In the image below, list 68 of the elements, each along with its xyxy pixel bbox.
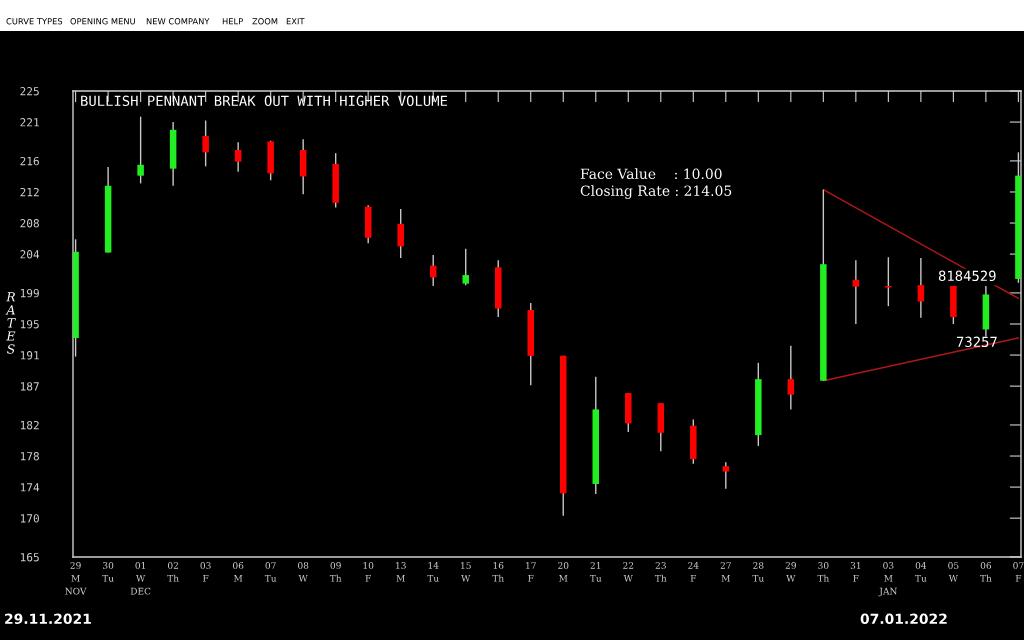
x-tick-label: 28 Tu: [752, 562, 764, 582]
x-tick-label: 02 Th: [167, 562, 179, 582]
x-tick-label: 06 M: [233, 562, 244, 582]
text: HELP: [222, 18, 243, 25]
x-tick-label: 08 W: [298, 562, 309, 582]
text: EXIT: [286, 18, 305, 25]
x-tick-label: 10 F: [363, 562, 374, 582]
candlestick: [234, 141, 242, 173]
x-tick-label: 15 W: [461, 562, 471, 582]
y-tick-label: 182: [20, 420, 39, 430]
text: CURVE TYPES: [6, 18, 63, 25]
x-tick-label: 14 Tu: [427, 562, 439, 582]
candlestick: [202, 119, 209, 168]
y-tick-label: 165: [20, 553, 39, 562]
y-tick-label: 178: [20, 452, 39, 461]
x-tick-label: 29 M NOV: [65, 562, 87, 595]
x-tick-label: 20 M: [558, 562, 569, 582]
candlestick: [397, 208, 404, 259]
x-tick-label: 21 Tu: [589, 562, 602, 582]
text: ZOOM: [252, 18, 278, 25]
x-tick-label: 09 Th: [329, 562, 342, 582]
x-tick-label: 30 Th: [817, 562, 829, 582]
y-tick-label: 174: [20, 483, 40, 492]
y-tick-label: 208: [20, 219, 39, 228]
x-tick-label: 31 F: [850, 562, 861, 582]
x-tick-label: 22 W: [623, 562, 634, 582]
y-tick-label: 199: [20, 288, 39, 298]
x-tick-label: 07 Tu: [264, 562, 277, 582]
x-tick-label: 27 M: [720, 562, 731, 582]
x-tick-label: 16 Th: [492, 562, 504, 582]
text: NEW COMPANY: [146, 18, 210, 25]
y-tick-label: 221: [20, 118, 39, 127]
x-tick-label: 04 Tu: [915, 562, 927, 582]
y-tick-label: 212: [20, 187, 39, 197]
candlestick: [787, 345, 795, 411]
annotation: BULLISH PENNANT BREAK OUT WITH HIGHER VOLUME: [81, 95, 448, 107]
y-tick-label: 187: [20, 382, 39, 391]
x-tick-label: 13 M: [396, 562, 406, 582]
y-tick-label: 170: [20, 514, 39, 523]
text: 07.01.2022: [860, 613, 947, 625]
x-tick-label: 05 W: [948, 562, 959, 582]
x-tick-label: 01 W DEC: [130, 562, 151, 595]
y-tick-label: 204: [20, 250, 40, 259]
y-tick-label: 195: [20, 320, 39, 329]
text: 29.11.2021: [5, 613, 91, 625]
annotation: 8184529: [938, 270, 996, 282]
x-tick-label: 23 Th: [654, 562, 667, 582]
y-tick-label: 191: [20, 351, 39, 360]
candlestick: [722, 461, 730, 490]
x-tick-label: 17 F: [526, 562, 536, 582]
x-tick-label: 07 F: [1013, 562, 1024, 582]
x-tick-label: 24 F: [688, 562, 699, 582]
x-tick-label: 03 F: [200, 562, 211, 582]
annotation: 73257: [956, 336, 997, 348]
y-tick-label: 225: [20, 87, 39, 96]
x-tick-label: 06 Th: [980, 562, 992, 582]
annotation: Face Value : 10.00: [580, 168, 722, 180]
candlestick: [137, 115, 144, 185]
candlestick: [852, 259, 860, 325]
text: OPENING MENU: [70, 18, 135, 25]
candlestick: [917, 257, 925, 319]
candlestick: [462, 247, 469, 286]
x-tick-label: 29 W: [785, 562, 796, 582]
x-tick-label: 30 Tu: [102, 562, 114, 582]
x-tick-label: 03 M JAN: [878, 562, 897, 597]
annotation: Closing Rate : 214.05: [580, 185, 732, 199]
y-tick-label: 216: [20, 156, 39, 166]
y-axis-title: RATES: [5, 292, 16, 354]
